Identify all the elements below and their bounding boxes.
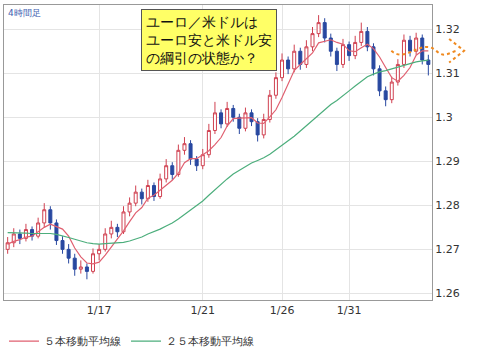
svg-text:1/26: 1/26 bbox=[270, 304, 295, 317]
svg-text:1/31: 1/31 bbox=[337, 304, 362, 317]
svg-text:２５本移動平均線: ２５本移動平均線 bbox=[166, 335, 254, 348]
svg-text:1/21: 1/21 bbox=[190, 304, 215, 317]
svg-text:1.32: 1.32 bbox=[435, 23, 460, 36]
svg-text:1.29: 1.29 bbox=[435, 155, 460, 168]
svg-text:1.26: 1.26 bbox=[435, 287, 460, 300]
svg-text:1/17: 1/17 bbox=[87, 304, 112, 317]
svg-text:５本移動平均線: ５本移動平均線 bbox=[44, 335, 121, 348]
svg-text:1.27: 1.27 bbox=[435, 243, 460, 256]
svg-text:4時間足: 4時間足 bbox=[8, 8, 41, 18]
svg-text:1.28: 1.28 bbox=[435, 199, 460, 212]
svg-text:ユーロ／米ドルはユーロ安と米ドル安の綱引の状態か？: ユーロ／米ドルはユーロ安と米ドル安の綱引の状態か？ bbox=[146, 14, 272, 66]
svg-text:1.31: 1.31 bbox=[435, 67, 460, 80]
svg-text:1.3: 1.3 bbox=[435, 111, 453, 124]
